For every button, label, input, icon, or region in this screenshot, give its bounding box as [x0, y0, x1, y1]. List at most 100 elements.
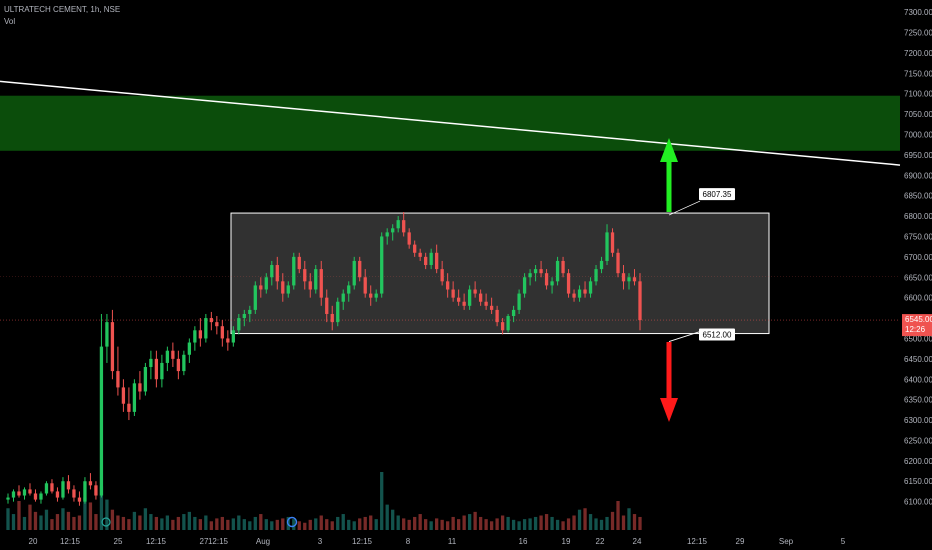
- candle: [528, 273, 532, 278]
- candle: [407, 232, 411, 245]
- volume-bar: [127, 519, 131, 530]
- candle: [627, 277, 631, 282]
- candle: [566, 273, 571, 294]
- y-axis-tick: 7300.00: [904, 8, 932, 17]
- x-axis-tick: 27: [200, 537, 209, 546]
- y-axis-tick: 6400.00: [904, 375, 932, 384]
- range-top-label: 6807.35: [699, 188, 735, 201]
- volume-bar: [566, 518, 571, 530]
- volume-bar: [369, 515, 373, 530]
- candle: [253, 285, 257, 310]
- y-axis-tick: 6150.00: [904, 477, 932, 486]
- volume-bar: [424, 519, 428, 530]
- volume-bar: [583, 508, 587, 530]
- volume-bar: [610, 511, 615, 530]
- volume-bar: [237, 515, 241, 530]
- x-axis-tick: 12:15: [352, 537, 373, 546]
- candle: [429, 252, 433, 266]
- x-axis-tick: 29: [736, 537, 745, 546]
- candle: [237, 318, 241, 331]
- candle: [610, 232, 615, 253]
- volume-bar: [402, 518, 406, 530]
- volume-bar: [605, 516, 609, 530]
- candle: [281, 281, 285, 294]
- y-axis-tick: 7050.00: [904, 110, 932, 119]
- candle: [467, 289, 472, 306]
- volume-bar: [176, 516, 181, 530]
- candle: [220, 326, 224, 339]
- candle: [275, 265, 279, 282]
- volume-bar: [253, 516, 257, 530]
- candle: [264, 277, 268, 290]
- candle: [110, 322, 115, 372]
- x-axis-tick: Sep: [779, 537, 794, 546]
- candle: [363, 277, 367, 294]
- y-axis-tick: 6650.00: [904, 273, 932, 282]
- candle: [11, 491, 16, 498]
- candle: [143, 367, 148, 392]
- volume-bar: [292, 519, 296, 530]
- volume-bar: [446, 521, 450, 530]
- y-axis-tick: 6900.00: [904, 171, 932, 180]
- y-axis-tick: 7250.00: [904, 28, 932, 37]
- volume-bar: [522, 519, 527, 530]
- volume-bar: [418, 514, 422, 530]
- candle: [39, 493, 43, 500]
- candle: [94, 485, 98, 496]
- volume-bar: [66, 511, 71, 530]
- svg-text:6807.35: 6807.35: [703, 190, 732, 199]
- volume-bar: [242, 519, 246, 530]
- volume-bar: [94, 514, 98, 530]
- candle: [489, 305, 494, 310]
- volume-bar: [77, 515, 82, 530]
- svg-text:6512.00: 6512.00: [703, 331, 732, 340]
- candle: [451, 289, 455, 298]
- volume-bar: [50, 519, 54, 530]
- candle: [99, 346, 104, 496]
- volume-bar: [473, 511, 477, 530]
- volume-bar: [352, 521, 356, 530]
- candle: [242, 313, 246, 319]
- volume-bar: [297, 521, 301, 530]
- volume-bar: [616, 501, 620, 530]
- candle: [105, 322, 109, 347]
- candle: [77, 497, 82, 502]
- candle: [522, 277, 527, 294]
- candle: [588, 281, 593, 294]
- volume-bar: [22, 516, 27, 530]
- x-axis-tick: 19: [562, 537, 571, 546]
- candle: [215, 322, 219, 327]
- candle: [380, 236, 384, 294]
- candle: [198, 330, 202, 339]
- x-axis-tick: 25: [114, 537, 123, 546]
- candle: [424, 256, 428, 266]
- volume-bar: [209, 521, 213, 530]
- volume-bar: [270, 521, 274, 530]
- dividend-marker-icon: [286, 516, 298, 528]
- volume-bar: [275, 519, 279, 530]
- volume-bar: [451, 516, 455, 530]
- volume-bar: [259, 514, 263, 530]
- volume-bar: [550, 516, 554, 530]
- x-axis-tick: 8: [406, 537, 411, 546]
- candle: [270, 265, 274, 278]
- volume-bar: [555, 519, 560, 530]
- candle: [385, 232, 389, 237]
- volume-bar: [511, 519, 516, 530]
- x-axis-tick: Aug: [256, 537, 270, 546]
- candle: [187, 342, 192, 355]
- earnings-marker-icon: [101, 517, 111, 527]
- y-axis-tick: 6100.00: [904, 498, 932, 507]
- bearish-breakdown-arrow: [660, 342, 678, 422]
- candle: [22, 489, 27, 496]
- y-axis-tick: 6800.00: [904, 212, 932, 221]
- volume-bar: [506, 516, 510, 530]
- volume-bar: [358, 518, 362, 530]
- candle: [456, 297, 461, 302]
- candle: [336, 301, 340, 323]
- candle: [149, 358, 153, 368]
- x-axis-tick: 3: [318, 537, 323, 546]
- x-axis-tick: 12:15: [146, 537, 167, 546]
